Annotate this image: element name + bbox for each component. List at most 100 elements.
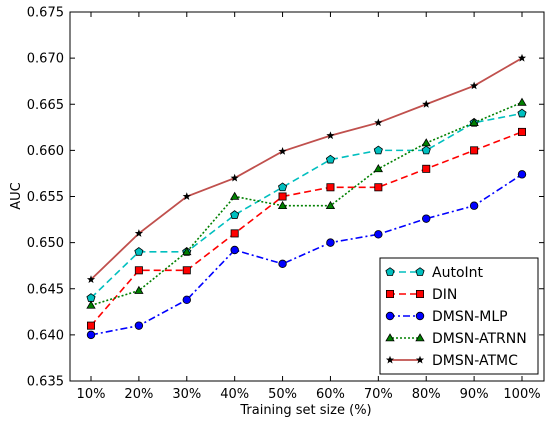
x-tick-label: 50% bbox=[268, 387, 297, 402]
x-tick-label: 30% bbox=[172, 387, 201, 402]
data-point bbox=[230, 173, 239, 182]
x-tick-label: 10% bbox=[77, 387, 106, 402]
data-point bbox=[470, 146, 479, 155]
x-tick-label: 40% bbox=[220, 387, 249, 402]
legend-marker bbox=[385, 333, 395, 342]
y-tick-label: 0.670 bbox=[27, 52, 64, 67]
data-point bbox=[422, 164, 431, 173]
data-point bbox=[470, 81, 479, 90]
data-point bbox=[134, 321, 144, 330]
data-point bbox=[373, 145, 383, 155]
data-point bbox=[229, 191, 240, 200]
series-line bbox=[90, 101, 523, 307]
data-point bbox=[374, 230, 383, 239]
data-point bbox=[277, 200, 288, 210]
x-tick-label: 90% bbox=[460, 387, 489, 402]
legend-entry: DIN bbox=[385, 287, 457, 303]
data-point bbox=[182, 295, 191, 305]
x-tick-label: 60% bbox=[316, 387, 345, 402]
data-point bbox=[374, 118, 383, 127]
legend-marker bbox=[415, 311, 425, 321]
series-line bbox=[90, 112, 523, 299]
y-tick-label: 0.660 bbox=[27, 144, 64, 159]
legend-marker bbox=[415, 333, 425, 342]
data-point bbox=[277, 182, 288, 192]
data-point bbox=[134, 247, 144, 256]
legend-label: AutoInt bbox=[432, 265, 484, 281]
data-point bbox=[517, 53, 527, 62]
data-point bbox=[182, 192, 191, 200]
legend-entry: DMSN-ATRNN bbox=[385, 331, 527, 347]
series-line bbox=[90, 131, 523, 327]
data-point bbox=[325, 200, 336, 210]
data-point bbox=[374, 183, 383, 192]
y-axis-label: AUC bbox=[9, 182, 24, 210]
series-layer bbox=[86, 53, 527, 340]
data-point bbox=[469, 117, 479, 126]
x-axis-label: Training set size (%) bbox=[239, 403, 371, 418]
data-point bbox=[134, 229, 143, 237]
series-dmsn-mlp bbox=[86, 170, 527, 340]
data-point bbox=[182, 247, 192, 256]
y-tick-label: 0.635 bbox=[27, 375, 64, 390]
legend-marker bbox=[415, 355, 425, 364]
legend-label: DMSN-MLP bbox=[432, 309, 508, 325]
series-din bbox=[87, 127, 527, 330]
x-tick-label: 100% bbox=[503, 387, 540, 402]
series-dmsn-atrnn bbox=[86, 97, 527, 309]
data-point bbox=[86, 275, 96, 283]
y-tick-label: 0.650 bbox=[27, 236, 64, 251]
legend-entry: DMSN-MLP bbox=[385, 309, 508, 325]
data-point bbox=[182, 266, 191, 275]
x-tick-label: 80% bbox=[412, 387, 441, 402]
legend-marker bbox=[385, 355, 395, 364]
y-tick-label: 0.645 bbox=[27, 282, 64, 297]
legend-marker bbox=[385, 311, 395, 321]
legend-marker bbox=[385, 267, 395, 276]
axes-layer: 0.635 0.640 0.645 0.650 0.655 0.660 0.665 0.670… bbox=[27, 6, 545, 402]
y-tick-label: 0.655 bbox=[27, 190, 64, 205]
legend-entry: AutoInt bbox=[385, 265, 484, 281]
legend-label: DIN bbox=[432, 287, 457, 303]
data-point bbox=[230, 210, 240, 219]
data-point bbox=[422, 99, 431, 108]
series-dmsn-atmc bbox=[86, 53, 527, 283]
y-tick-label: 0.675 bbox=[27, 6, 64, 21]
x-tick-label: 20% bbox=[124, 387, 153, 402]
legend: AutoInt DIN DMSN-MLP DMSN-ATRNN DMSN-ATMC bbox=[379, 257, 539, 375]
data-point bbox=[87, 321, 96, 330]
data-point bbox=[421, 145, 431, 155]
data-point bbox=[325, 154, 336, 164]
series-autoint bbox=[86, 108, 527, 302]
data-point bbox=[422, 214, 431, 223]
x-tick-label: 70% bbox=[364, 387, 393, 402]
series-line bbox=[90, 173, 523, 336]
data-point bbox=[278, 192, 287, 201]
data-point bbox=[373, 164, 384, 173]
data-point bbox=[518, 127, 527, 136]
legend-label: DMSN-ATRNN bbox=[432, 331, 527, 347]
data-point bbox=[326, 238, 335, 247]
data-point bbox=[230, 229, 239, 238]
data-point bbox=[86, 330, 96, 340]
data-point bbox=[469, 201, 479, 210]
legend-label: DMSN-ATMC bbox=[432, 353, 518, 369]
data-point bbox=[278, 259, 287, 269]
series-line bbox=[90, 57, 523, 281]
data-point bbox=[517, 97, 527, 106]
data-point bbox=[517, 170, 527, 179]
data-point bbox=[230, 245, 239, 255]
data-point bbox=[421, 138, 431, 147]
legend-marker bbox=[385, 289, 394, 298]
data-point bbox=[278, 147, 287, 155]
legend-marker bbox=[415, 267, 425, 276]
y-tick-label: 0.640 bbox=[27, 328, 64, 343]
data-point bbox=[134, 285, 144, 294]
legend-entry: DMSN-ATMC bbox=[385, 353, 518, 369]
y-tick-label: 0.665 bbox=[27, 98, 64, 113]
data-point bbox=[326, 183, 335, 192]
legend-marker bbox=[415, 289, 424, 298]
data-point bbox=[86, 300, 96, 309]
data-point bbox=[134, 266, 143, 275]
